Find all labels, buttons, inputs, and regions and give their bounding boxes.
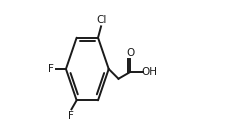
- Text: F: F: [68, 111, 74, 121]
- Text: O: O: [126, 48, 135, 58]
- Text: OH: OH: [142, 67, 157, 77]
- Text: F: F: [48, 64, 54, 74]
- Text: Cl: Cl: [96, 15, 106, 25]
